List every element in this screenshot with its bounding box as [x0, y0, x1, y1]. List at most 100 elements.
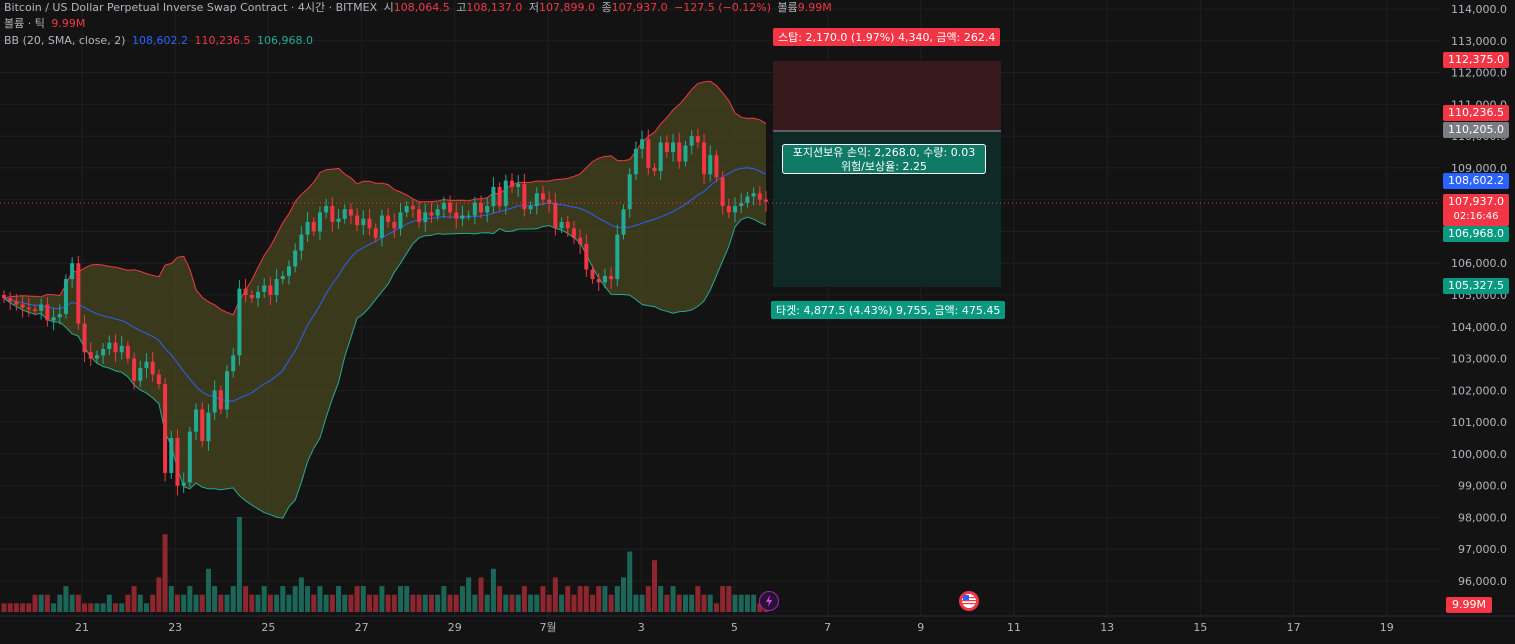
volume-bar	[515, 594, 521, 612]
target-label[interactable]: 타겟: 4,877.5 (4.43%) 9,755, 금액: 475.45	[771, 301, 1006, 319]
bb-fill	[4, 81, 766, 519]
stop-label[interactable]: 스탑: 2,170.0 (1.97%) 4,340, 금액: 262.4	[773, 28, 1001, 46]
volume-bar	[336, 586, 342, 612]
volume-bar	[218, 594, 224, 612]
volume-legend[interactable]: 볼륨 · 틱 9.99M	[4, 16, 88, 32]
volume-bar	[100, 603, 106, 612]
volume-bar	[187, 586, 193, 612]
volume-bar	[44, 594, 50, 612]
volume-bar	[633, 594, 639, 612]
volume-bar	[168, 586, 174, 612]
time-axis-label: 21	[75, 621, 89, 634]
volume-bar	[744, 594, 750, 612]
candle-body	[454, 212, 459, 219]
volume-bar	[26, 603, 32, 612]
lightning-icon[interactable]	[759, 591, 779, 611]
high-value: 108,137.0	[466, 1, 523, 14]
price-axis-label: 100,000.0	[1451, 448, 1507, 461]
candle-body	[51, 317, 56, 321]
candle-body	[379, 215, 384, 238]
symbol-legend[interactable]: Bitcoin / US Dollar Perpetual Inverse Sw…	[4, 0, 835, 16]
candle-body	[138, 368, 143, 381]
candle-body	[225, 371, 230, 410]
volume-legend-label: 볼륨 · 틱	[4, 17, 45, 30]
volume-bar	[255, 594, 261, 612]
time-axis[interactable]: 21 23 25 27 29 7월 3 5 7 9 11 13 15 17 19	[0, 615, 1515, 634]
volume-bar	[726, 586, 732, 612]
volume-bar	[689, 594, 695, 612]
stop-zone[interactable]	[773, 61, 1001, 131]
volume-bar	[162, 534, 168, 612]
volume-bar	[367, 594, 373, 612]
bb-upper-price-tag: 110,236.5	[1443, 105, 1509, 121]
volume-bar	[490, 568, 496, 612]
us-flag-icon[interactable]	[959, 591, 979, 611]
candle-body	[547, 199, 552, 203]
candle-body	[317, 212, 322, 232]
candle-body	[528, 206, 533, 210]
volume-bar	[466, 577, 472, 612]
time-axis-label: 13	[1100, 621, 1114, 634]
volume-bar	[261, 586, 267, 612]
candle-body	[324, 206, 329, 213]
volume-bar	[205, 568, 211, 612]
candle-body	[231, 355, 236, 372]
candle-body	[76, 263, 81, 324]
candle-body	[398, 212, 403, 229]
candle-body	[559, 221, 564, 229]
long-position-tool[interactable]	[773, 61, 1001, 287]
candle-body	[299, 234, 304, 251]
symbol-title[interactable]: Bitcoin / US Dollar Perpetual Inverse Sw…	[4, 1, 378, 14]
volume-bar	[267, 594, 273, 612]
volume-bar	[447, 594, 453, 612]
volume-bar	[695, 586, 701, 612]
candle-body	[404, 206, 409, 213]
vol-value: 9.99M	[797, 1, 832, 14]
time-axis-label: 23	[168, 621, 182, 634]
candle-body	[571, 228, 576, 238]
candle-body	[757, 193, 762, 200]
candle-body	[609, 275, 614, 280]
candle-body	[423, 212, 428, 222]
bb-legend[interactable]: BB (20, SMA, close, 2) 108,602.2 110,236…	[4, 33, 316, 49]
candle-body	[187, 431, 192, 483]
volume-bar	[614, 586, 620, 612]
candle-body	[497, 186, 502, 207]
candle-body	[417, 209, 422, 222]
candle-body	[243, 288, 248, 295]
volume-bar	[113, 603, 119, 612]
candle-body	[82, 323, 87, 353]
candle-body	[262, 285, 267, 292]
position-pnl-text: 포지션보유 손익: 2,268.0, 수량: 0.03	[792, 146, 976, 159]
position-info-box[interactable]: 포지션보유 손익: 2,268.0, 수량: 0.03 위험/보상율: 2.25	[782, 144, 986, 174]
open-label: 시	[383, 1, 394, 14]
volume-bar	[249, 594, 255, 612]
candle-body	[113, 342, 118, 353]
volume-bar	[38, 594, 44, 612]
candle-body	[125, 345, 130, 359]
volume-bar	[174, 594, 180, 612]
candle-body	[627, 174, 632, 210]
volume-bar	[13, 603, 19, 612]
volume-bar	[552, 577, 558, 612]
volume-bar	[534, 594, 540, 612]
candle-body	[286, 266, 291, 276]
volume-bar	[119, 603, 125, 612]
volume-bar	[286, 594, 292, 612]
volume-bar	[131, 586, 137, 612]
candle-body	[596, 279, 601, 283]
volume-bar	[193, 594, 199, 612]
candle-body	[410, 206, 415, 210]
bb-mid-value: 108,602.2	[131, 34, 188, 47]
volume-bar	[88, 603, 94, 612]
open-value: 108,064.5	[393, 1, 450, 14]
candle-body	[386, 215, 391, 222]
volume-bar	[713, 603, 719, 612]
candle-body	[63, 279, 68, 315]
bb-lower-value: 106,968.0	[256, 34, 313, 47]
candle-body	[32, 309, 37, 311]
price-axis-label: 113,000.0	[1451, 35, 1507, 48]
candle-body	[726, 206, 731, 213]
price-axis[interactable]: 114,000.0113,000.0112,000.0111,000.0110,…	[1451, 3, 1507, 588]
